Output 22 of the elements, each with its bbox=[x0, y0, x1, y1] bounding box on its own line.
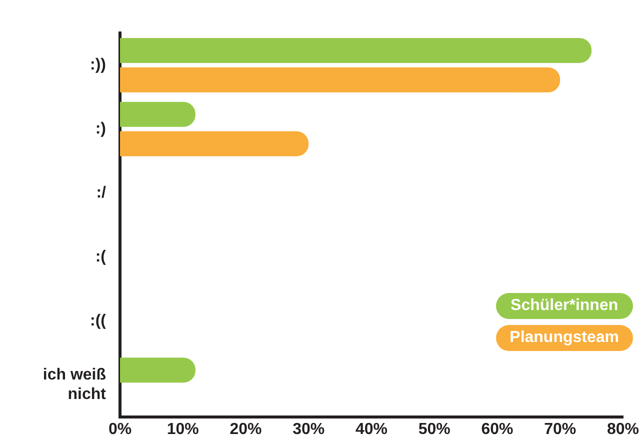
x-tick-label: 10% bbox=[166, 420, 199, 438]
bar bbox=[120, 67, 560, 92]
y-tick-label: :( bbox=[95, 248, 107, 266]
bar bbox=[120, 131, 309, 156]
x-tick-label: 0% bbox=[108, 420, 132, 438]
y-tick-label: :/ bbox=[96, 184, 107, 202]
x-tick-label: 70% bbox=[544, 420, 576, 438]
bar bbox=[120, 358, 196, 383]
bar bbox=[120, 38, 592, 63]
y-tick-label: :) bbox=[95, 120, 106, 138]
y-tick-label: :)) bbox=[90, 56, 106, 74]
bar bbox=[120, 102, 196, 127]
x-tick-label: 80% bbox=[606, 420, 640, 438]
x-tick-label: 20% bbox=[230, 420, 262, 438]
x-tick-label: 30% bbox=[292, 420, 325, 438]
y-tick-label: :(( bbox=[90, 312, 107, 330]
x-tick-label: 40% bbox=[355, 420, 388, 438]
x-tick-label: 60% bbox=[481, 420, 514, 438]
text: Planungsteam bbox=[496, 325, 633, 351]
y-tick-label: ich weiß nicht bbox=[42, 366, 107, 403]
x-tick-label: 50% bbox=[418, 420, 450, 438]
text: Schüler*innen bbox=[496, 293, 633, 319]
